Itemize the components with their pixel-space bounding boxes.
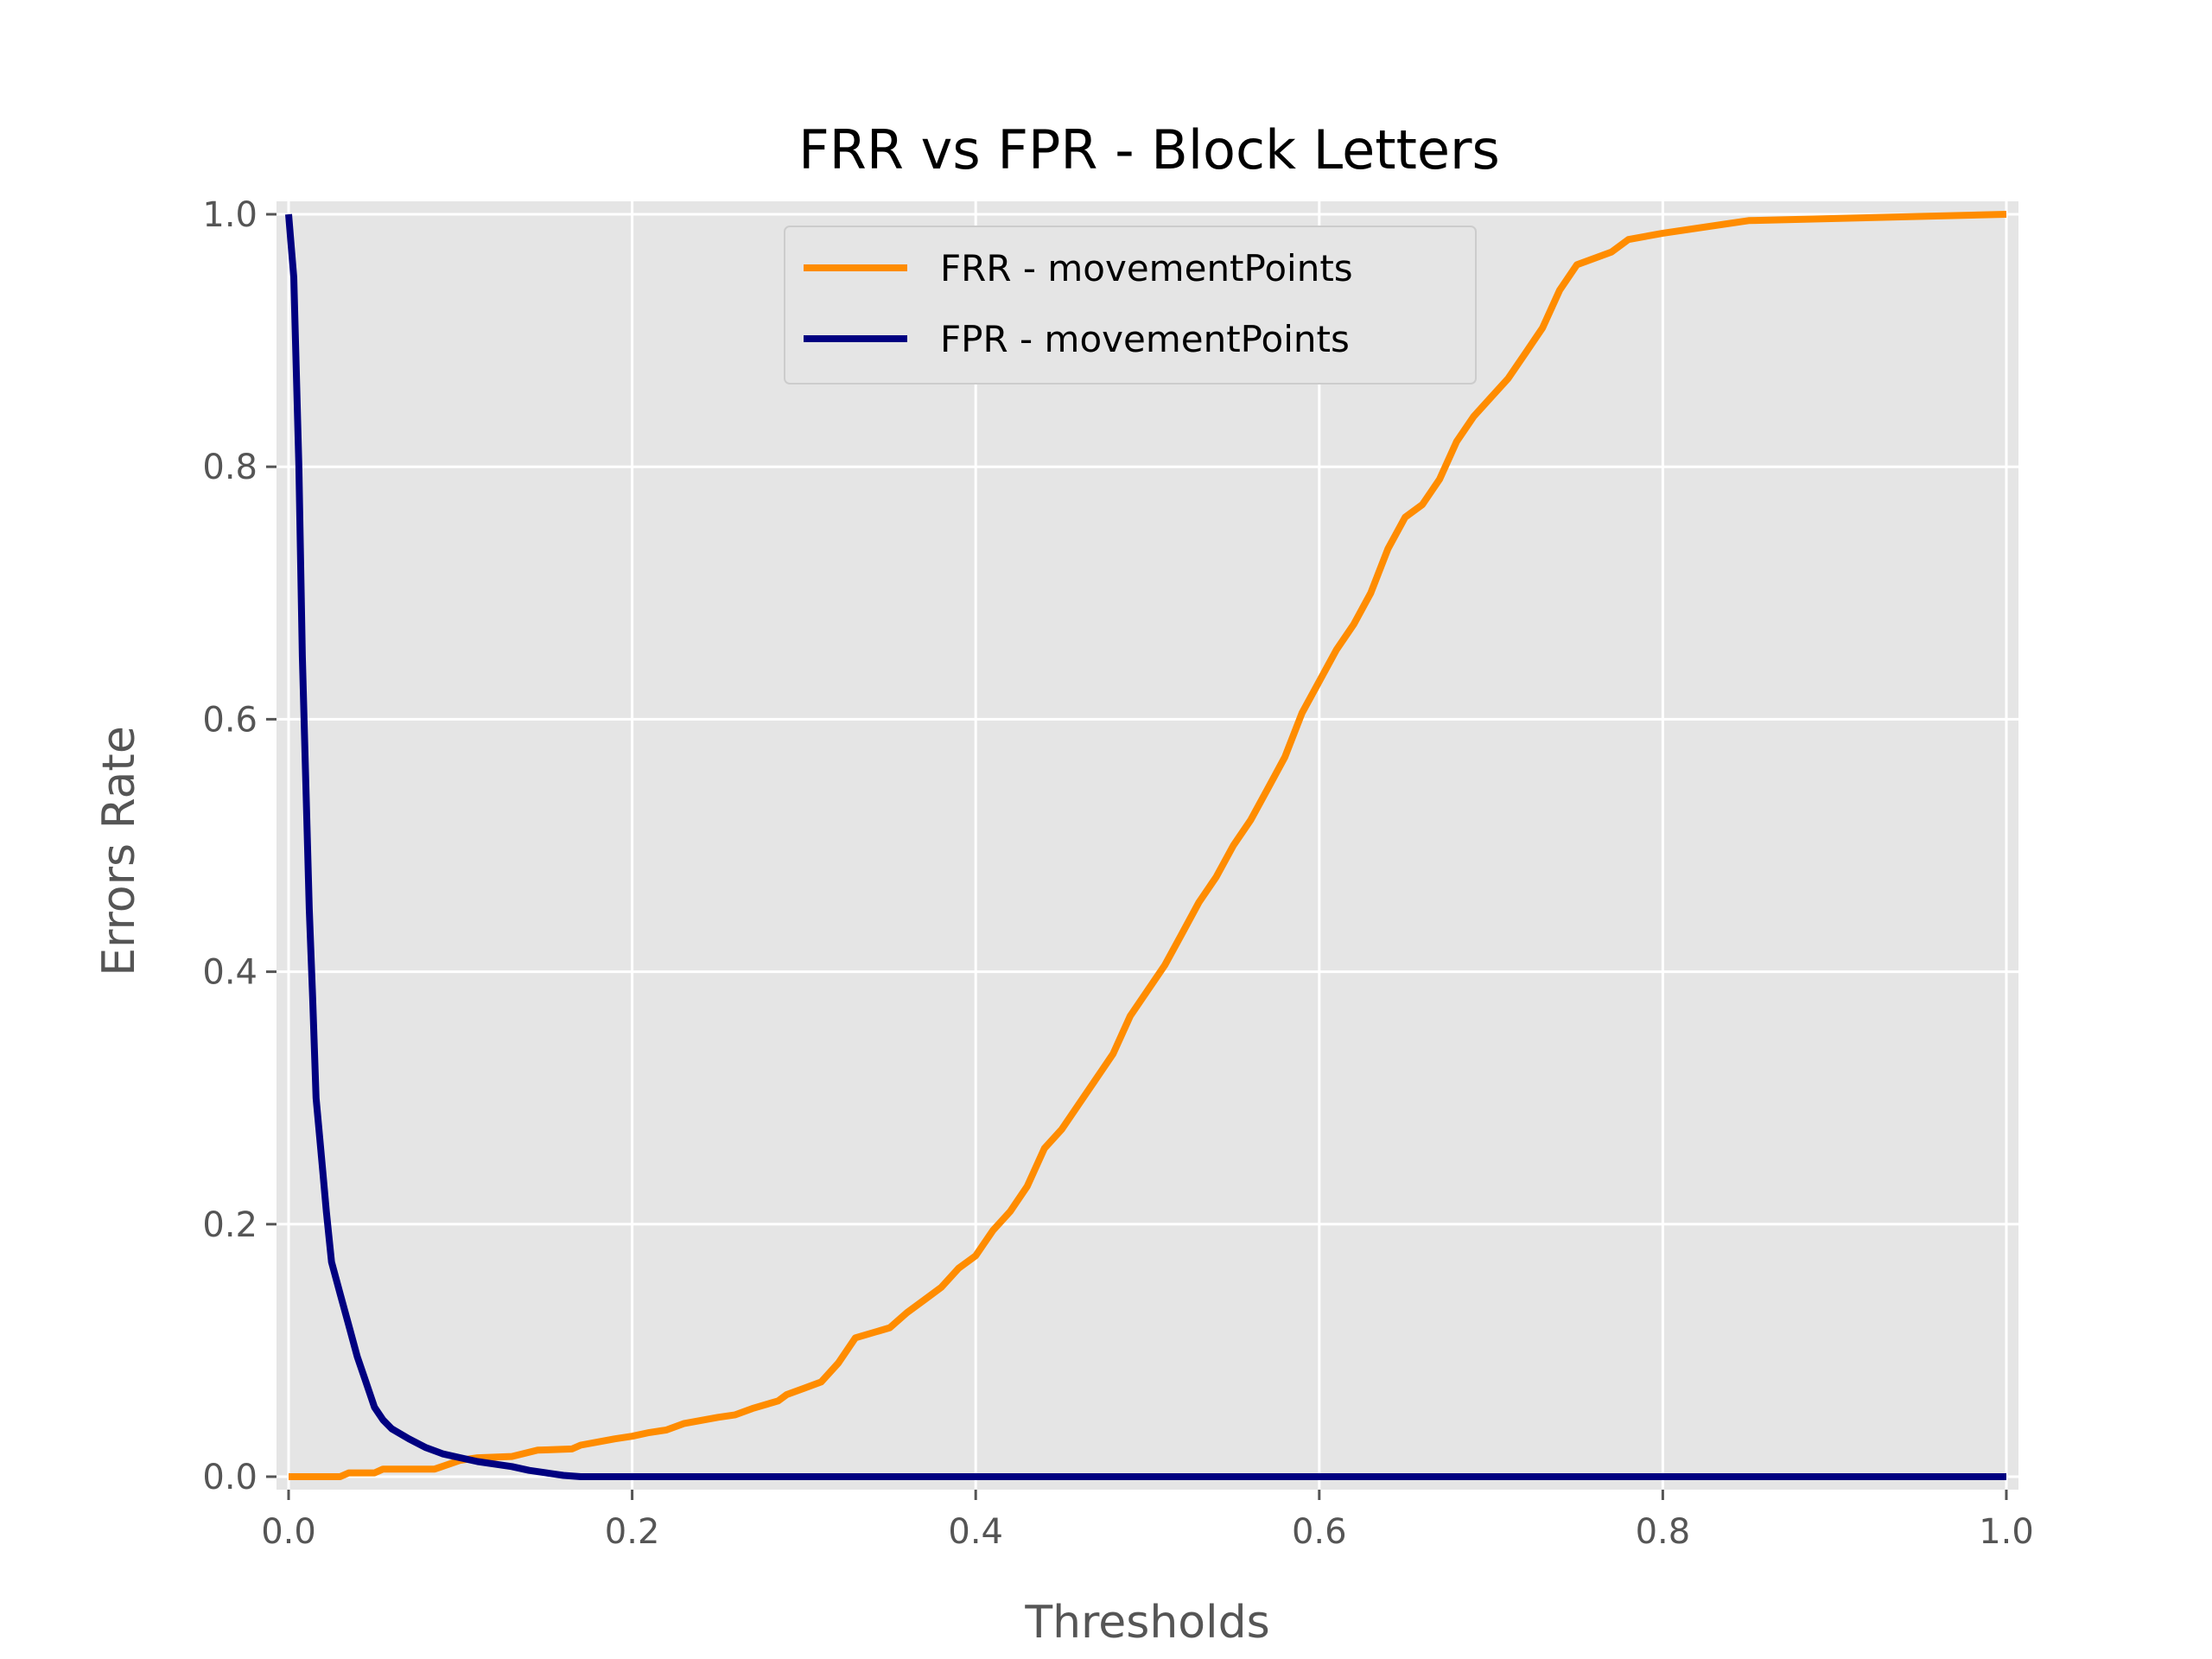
y-tick-label: 0.2 (202, 1205, 257, 1245)
legend-box (784, 226, 1477, 385)
chart-title: FRR vs FPR - Block Letters (798, 118, 1500, 181)
x-tick-label: 1.0 (1979, 1512, 2034, 1552)
x-axis-label: Thresholds (1024, 1597, 1269, 1649)
x-tick-label: 0.8 (1636, 1512, 1691, 1552)
x-tick-label: 0.6 (1292, 1512, 1347, 1552)
legend-label-1: FPR - movementPoints (940, 318, 1350, 360)
x-tick-label: 0.2 (605, 1512, 660, 1552)
x-tick-label: 0.0 (261, 1512, 316, 1552)
plot-area (276, 201, 2018, 1490)
y-axis-label: Errors Rate (93, 726, 145, 976)
x-axis-ticks: 0.0 0.2 0.4 0.6 0.8 1.0 (261, 1490, 2034, 1552)
y-tick-label: 0.4 (202, 953, 257, 993)
y-axis-ticks: 0.0 0.2 0.4 0.6 0.8 1.0 (202, 195, 276, 1497)
series-lines (285, 211, 2007, 1480)
legend-label-0: FRR - movementPoints (940, 247, 1353, 289)
y-tick-label: 0.0 (202, 1458, 257, 1497)
legend: FRR - movementPoints FPR - movementPoints (784, 226, 1477, 385)
y-tick-label: 0.8 (202, 448, 257, 487)
x-tick-label: 0.4 (948, 1512, 1003, 1552)
series-line-0 (289, 211, 2007, 1480)
y-tick-label: 0.6 (202, 700, 257, 740)
series-line-1 (285, 213, 2006, 1480)
y-tick-label: 1.0 (202, 195, 257, 235)
